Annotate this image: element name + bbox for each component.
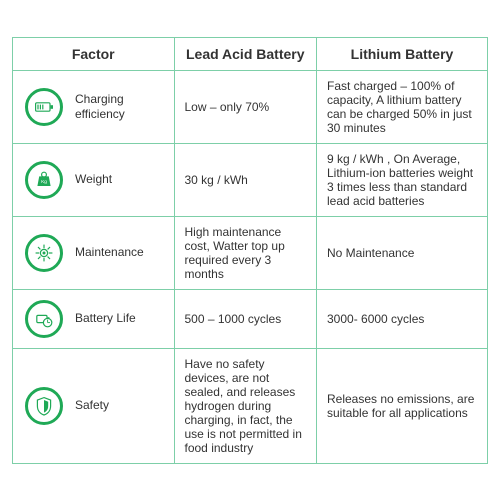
factor-cell: Kg Weight <box>13 143 175 216</box>
factor-label: Charging efficiency <box>75 92 164 121</box>
lithium-cell: 3000- 6000 cycles <box>317 289 488 348</box>
lead-cell: 30 kg / kWh <box>174 143 317 216</box>
col-header-lead: Lead Acid Battery <box>174 37 317 70</box>
weight-icon: Kg <box>25 161 63 199</box>
svg-text:Kg: Kg <box>41 179 47 185</box>
shield-icon <box>25 387 63 425</box>
table-row: Safety Have no safety devices, are not se… <box>13 348 488 463</box>
factor-cell: Charging efficiency <box>13 70 175 143</box>
table-row: Maintenance High maintenance cost, Watter… <box>13 216 488 289</box>
lithium-cell: Fast charged – 100% of capacity, A lithi… <box>317 70 488 143</box>
factor-cell: Battery Life <box>13 289 175 348</box>
factor-label: Weight <box>75 172 112 186</box>
lithium-cell: 9 kg / kWh , On Average, Lithium-ion bat… <box>317 143 488 216</box>
factor-cell: Maintenance <box>13 216 175 289</box>
lead-cell: Low – only 70% <box>174 70 317 143</box>
col-header-factor: Factor <box>13 37 175 70</box>
comparison-table: Factor Lead Acid Battery Lithium Battery… <box>12 37 488 464</box>
lithium-cell: Releases no emissions, are suitable for … <box>317 348 488 463</box>
gear-icon <box>25 234 63 272</box>
table-header-row: Factor Lead Acid Battery Lithium Battery <box>13 37 488 70</box>
factor-label: Battery Life <box>75 311 136 325</box>
lithium-cell: No Maintenance <box>317 216 488 289</box>
col-header-lithium: Lithium Battery <box>317 37 488 70</box>
table-row: Battery Life 500 – 1000 cycles3000- 6000 … <box>13 289 488 348</box>
battery-icon <box>25 88 63 126</box>
lead-cell: Have no safety devices, are not sealed, … <box>174 348 317 463</box>
table-row: Kg Weight 30 kg / kWh9 kg / kWh , On Avera… <box>13 143 488 216</box>
factor-label: Maintenance <box>75 245 144 259</box>
lead-cell: High maintenance cost, Watter top up req… <box>174 216 317 289</box>
clock-icon <box>25 300 63 338</box>
lead-cell: 500 – 1000 cycles <box>174 289 317 348</box>
factor-label: Safety <box>75 398 109 412</box>
table-body: Charging efficiency Low – only 70%Fast ch… <box>13 70 488 463</box>
table-row: Charging efficiency Low – only 70%Fast ch… <box>13 70 488 143</box>
factor-cell: Safety <box>13 348 175 463</box>
